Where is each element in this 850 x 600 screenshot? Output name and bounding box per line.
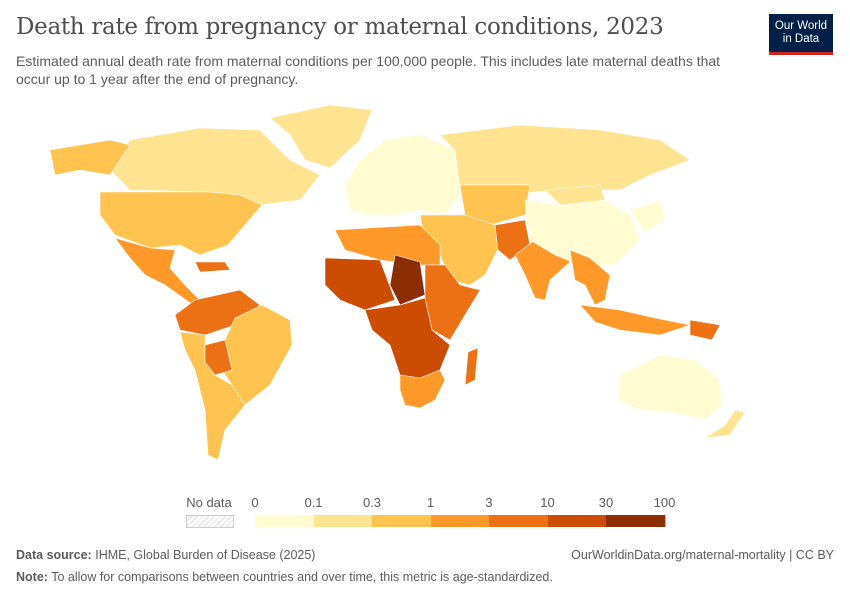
- country-sahel-chad[interactable]: [389, 254, 426, 306]
- legend-bin-4[interactable]: [489, 515, 549, 527]
- legend-tick: 30: [598, 495, 614, 510]
- legend-tick: 10: [540, 495, 555, 510]
- legend-tick: 0.3: [362, 495, 382, 510]
- legend-bin-1[interactable]: [313, 515, 373, 527]
- legend-tick: 3: [485, 495, 493, 510]
- legend-bin-5[interactable]: [547, 515, 607, 527]
- legend-bin-3[interactable]: [430, 515, 490, 527]
- country-new-zealand[interactable]: [704, 409, 746, 439]
- legend-bin-2[interactable]: [372, 515, 432, 527]
- world-map[interactable]: [0, 95, 850, 490]
- country-southeast-asia[interactable]: [569, 249, 611, 306]
- note-text: To allow for comparisons between countri…: [51, 570, 553, 584]
- country-northern-south-america[interactable]: [174, 289, 261, 336]
- legend-tick: 0: [251, 495, 259, 510]
- note: Note: To allow for comparisons between c…: [16, 570, 553, 584]
- country-central-asia[interactable]: [459, 184, 531, 226]
- source-label: Data source:: [16, 548, 92, 562]
- country-japan-korea[interactable]: [629, 199, 666, 233]
- country-bolivia[interactable]: [204, 339, 233, 376]
- note-label: Note:: [16, 570, 48, 584]
- chart-subtitle: Estimated annual death rate from materna…: [16, 53, 721, 87]
- country-europe[interactable]: [344, 134, 461, 216]
- no-data-swatch[interactable]: [186, 515, 234, 528]
- country-australia[interactable]: [617, 354, 723, 421]
- data-source: Data source: IHME, Global Burden of Dise…: [16, 548, 315, 562]
- country-russia[interactable]: [439, 124, 691, 196]
- no-data-label: No data: [186, 495, 232, 510]
- source-url[interactable]: OurWorldinData.org/maternal-mortality | …: [571, 548, 834, 562]
- country-papua-new-guinea[interactable]: [689, 319, 721, 341]
- country-united-states[interactable]: [99, 191, 263, 256]
- country-indonesia[interactable]: [579, 304, 692, 336]
- owid-logo[interactable]: Our World in Data: [769, 14, 833, 55]
- legend-bin-6[interactable]: [606, 515, 666, 527]
- country-canada[interactable]: [109, 127, 321, 206]
- country-madagascar[interactable]: [464, 347, 479, 386]
- legend-tick: 0.1: [304, 495, 323, 510]
- country-mongolia[interactable]: [544, 184, 606, 206]
- country-caribbean[interactable]: [194, 261, 231, 273]
- country-greenland[interactable]: [269, 104, 373, 169]
- country-west-africa[interactable]: [324, 257, 396, 311]
- logo-line1: Our World: [774, 20, 828, 32]
- legend-tick: 1: [426, 495, 435, 510]
- legend-tick: 100: [653, 495, 676, 510]
- chart-title: Death rate from pregnancy or maternal co…: [16, 14, 664, 40]
- legend-bin-0[interactable]: [255, 515, 315, 527]
- legend: No data 0 0.1 0.3 1 3 10 30 100: [0, 495, 850, 535]
- country-alaska[interactable]: [49, 139, 131, 176]
- logo-line2: in Data: [782, 33, 820, 45]
- country-southern-africa[interactable]: [399, 369, 446, 409]
- source-text[interactable]: IHME, Global Burden of Disease (2025): [95, 548, 316, 562]
